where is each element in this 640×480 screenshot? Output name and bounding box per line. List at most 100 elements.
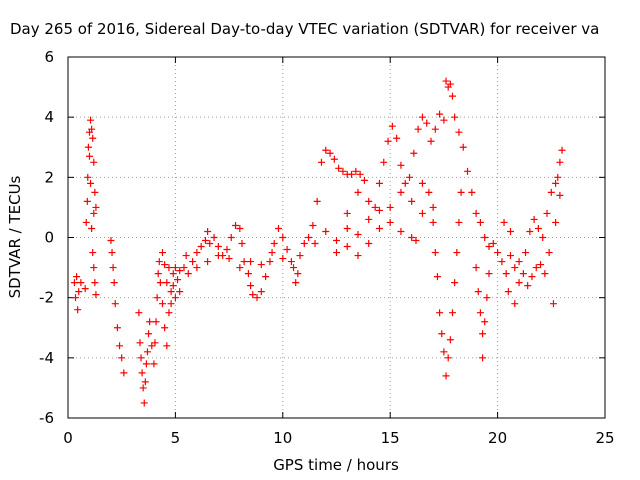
data-point [135,309,143,317]
data-point [90,264,98,272]
data-point [406,173,414,181]
data-point [90,158,98,166]
data-point [266,258,274,266]
data-point [418,179,426,187]
data-point [457,188,465,196]
data-point [506,252,514,260]
x-tick-label: 0 [63,429,73,447]
data-point [91,279,99,287]
data-point [388,122,396,130]
y-tick-label: 6 [44,48,54,66]
data-point [552,179,560,187]
data-point [547,188,555,196]
data-point [502,270,510,278]
data-point [476,309,484,317]
data-point [401,179,409,187]
data-point [89,134,97,142]
data-point [339,167,347,175]
data-point [118,354,126,362]
data-point [459,143,467,151]
data-point [81,285,89,293]
data-point [153,294,161,302]
data-point [193,264,201,272]
x-tick-label: 20 [488,429,507,447]
data-point [83,197,91,205]
data-point [240,258,248,266]
data-point [142,360,150,368]
data-point [354,188,362,196]
data-point [408,197,416,205]
data-point [333,237,340,245]
data-point [154,270,162,278]
data-point [429,218,437,226]
data-point [270,240,278,248]
data-point [440,116,448,124]
data-point [354,230,362,238]
data-point [438,330,446,338]
data-point [92,291,100,299]
data-point [84,143,92,151]
data-point [257,288,265,296]
data-point [169,282,177,290]
data-point [519,270,527,278]
data-point [448,309,456,317]
data-point [485,270,493,278]
y-tick-label: 2 [44,168,54,186]
data-point [333,249,340,257]
y-tick-label: 4 [44,108,54,126]
data-point [182,252,190,260]
data-point [384,137,392,145]
x-tick-label: 25 [595,429,614,447]
data-point [138,369,146,377]
data-point [534,224,542,232]
x-axis-label: GPS time / hours [273,456,399,474]
data-point [446,336,454,344]
data-point [549,300,557,308]
data-point [171,264,179,272]
data-point [481,318,489,326]
data-point [279,234,287,241]
data-point [474,288,482,296]
data-point [300,240,308,248]
data-point [354,252,362,260]
data-point [442,77,450,85]
data-point [167,300,175,308]
data-point [268,249,276,257]
data-point [408,234,416,241]
data-point [247,258,255,266]
data-point [85,152,93,160]
data-point [386,218,394,226]
data-point [111,300,119,308]
data-point [238,240,246,248]
data-point [543,209,551,217]
data-point [343,224,351,232]
data-point [554,173,562,181]
data-point [397,161,405,169]
data-point [92,203,100,211]
data-point [82,218,90,226]
data-point [109,264,117,272]
data-point [322,227,330,235]
data-point [410,149,418,157]
data-point [253,294,261,302]
data-point [375,206,383,214]
data-point [414,125,422,133]
data-point [73,273,81,281]
data-point [72,294,80,302]
y-tick-label: 0 [44,229,54,247]
y-tick-label: -2 [39,289,54,307]
data-point [146,318,154,326]
data-point [365,240,373,248]
data-point [145,330,153,338]
data-point [483,294,491,302]
x-tick-label: 5 [171,429,181,447]
data-point [442,372,450,380]
data-point [225,255,233,263]
data-point [275,224,283,232]
data-point [161,324,169,332]
data-point [116,342,124,350]
data-point [165,309,173,317]
data-point [139,384,147,392]
data-point [262,273,270,281]
data-point [386,203,394,211]
